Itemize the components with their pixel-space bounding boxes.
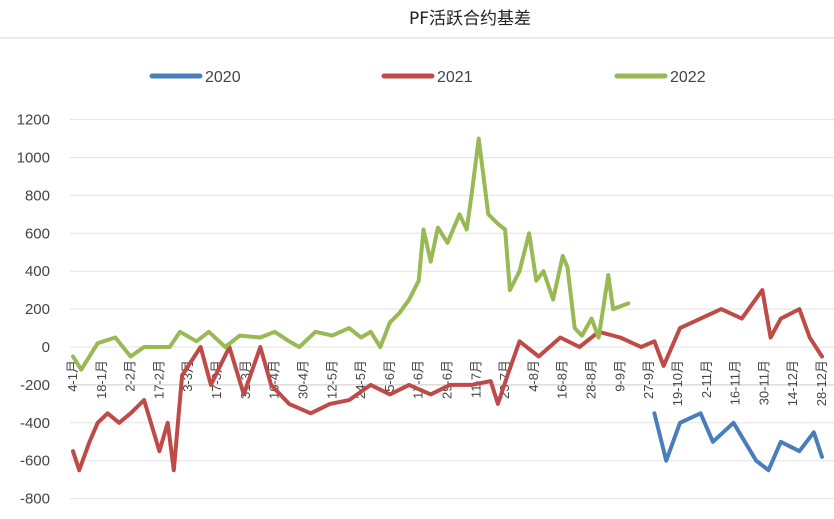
chart-title: PF活跃合约基差 [409, 9, 531, 29]
legend-label-2020: 2020 [205, 69, 241, 86]
y-tick-label: 400 [25, 263, 50, 280]
x-tick-label: 3-3月 [180, 360, 195, 392]
x-tick-label: 29-6月 [440, 360, 455, 399]
y-tick-label: 1200 [17, 112, 50, 129]
x-tick-label: 27-9月 [641, 360, 656, 399]
y-tick-label: 0 [42, 339, 50, 356]
x-tick-label: 17-2月 [151, 360, 166, 399]
series-line-2021 [71, 288, 824, 473]
x-tick-label: 4-1月 [65, 360, 80, 392]
x-tick-label: 2-11月 [699, 360, 714, 398]
legend-label-2021: 2021 [437, 69, 473, 86]
x-tick-label: 2-2月 [123, 360, 138, 392]
y-tick-label: -800 [20, 491, 50, 508]
x-tick-label: 4-8月 [526, 360, 541, 392]
y-tick-label: -200 [20, 377, 50, 394]
x-tick-label: 16-8月 [555, 360, 570, 399]
x-tick-label: 5-6月 [382, 360, 397, 392]
x-tick-label: 14-12月 [785, 360, 800, 406]
x-tick-label: 30-11月 [756, 360, 771, 405]
series-line-2022 [71, 136, 631, 372]
y-tick-label: -400 [20, 415, 50, 432]
x-tick-label: 11-7月 [468, 360, 483, 398]
x-tick-label: 9-9月 [612, 360, 627, 392]
y-tick-label: 1000 [17, 150, 50, 167]
x-tick-label: 12-5月 [324, 360, 339, 399]
y-tick-label: 800 [25, 187, 50, 204]
x-tick-label: 30-4月 [295, 360, 310, 399]
y-tick-label: 600 [25, 225, 50, 242]
x-tick-label: 19-10月 [670, 360, 685, 406]
y-tick-label: 200 [25, 301, 50, 318]
x-tick-label: 28-8月 [584, 360, 599, 399]
y-tick-label: -600 [20, 453, 50, 470]
x-tick-label: 18-1月 [94, 360, 109, 399]
legend-label-2022: 2022 [670, 69, 706, 86]
x-tick-label: 28-12月 [814, 360, 829, 406]
x-tick-label: 16-11月 [728, 360, 743, 405]
series-line-2020 [652, 411, 824, 473]
